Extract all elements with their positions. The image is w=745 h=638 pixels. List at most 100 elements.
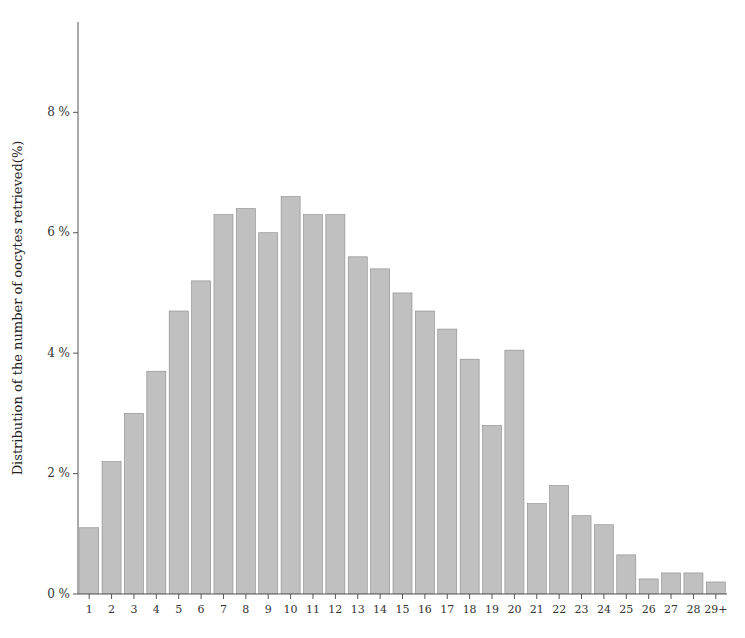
bar [169, 311, 188, 594]
x-tick [424, 594, 425, 599]
y-tick-label: 4 % [47, 346, 70, 360]
x-tick [648, 594, 649, 599]
bar [505, 350, 524, 594]
x-tick-label: 17 [440, 603, 454, 616]
y-tick [73, 473, 78, 474]
x-tick [671, 594, 672, 599]
bar [617, 555, 636, 594]
x-tick [268, 594, 269, 599]
bar [348, 257, 367, 594]
bar [527, 504, 546, 594]
x-tick [626, 594, 627, 599]
bar [415, 311, 434, 594]
x-tick [89, 594, 90, 599]
y-tick [73, 112, 78, 113]
bar [192, 281, 211, 594]
y-tick [73, 232, 78, 233]
y-tick [73, 594, 78, 595]
bar [281, 197, 300, 594]
x-tick [133, 594, 134, 599]
bar [706, 582, 725, 594]
x-tick [402, 594, 403, 599]
x-tick [111, 594, 112, 599]
x-axis: 1234567891011121314151617181920212223242… [78, 594, 727, 616]
x-tick [492, 594, 493, 599]
chart-container: 0 % 2 % 4 % 6 % 8 % Distribution of the numbe… [0, 0, 745, 638]
x-tick [312, 594, 313, 599]
y-axis-label: Distribution of the number of oocytes re… [10, 141, 25, 476]
y-tick-label: 0 % [47, 587, 70, 601]
x-tick [559, 594, 560, 599]
bar [259, 233, 278, 594]
x-tick-label: 5 [175, 603, 182, 616]
chart-svg: 0 % 2 % 4 % 6 % 8 % Distribution of the numbe… [0, 0, 745, 638]
x-tick [335, 594, 336, 599]
bar [662, 573, 681, 594]
x-tick [447, 594, 448, 599]
y-tick-label: 8 % [47, 105, 70, 119]
y-tick [73, 353, 78, 354]
x-tick [380, 594, 381, 599]
x-tick-label: 1 [86, 603, 93, 616]
bar [371, 269, 390, 594]
bar [550, 486, 569, 594]
x-tick-label: 26 [642, 603, 656, 616]
x-tick-label: 8 [242, 603, 249, 616]
x-tick [223, 594, 224, 599]
bar [460, 359, 479, 594]
x-tick [581, 594, 582, 599]
bar [438, 329, 457, 594]
x-tick-label: 24 [597, 603, 611, 616]
x-tick-label: 19 [485, 603, 499, 616]
x-tick [245, 594, 246, 599]
bar [303, 215, 322, 594]
bar [124, 413, 143, 594]
y-axis-line [78, 22, 79, 594]
x-tick-label: 20 [507, 603, 521, 616]
x-tick-label: 4 [153, 603, 160, 616]
x-tick-label: 11 [306, 603, 320, 616]
x-tick-label: 23 [575, 603, 589, 616]
x-tick-label: 3 [130, 603, 137, 616]
bar [572, 516, 591, 594]
x-tick [156, 594, 157, 599]
y-tick-label: 6 % [47, 225, 70, 239]
x-tick [603, 594, 604, 599]
x-tick-label: 28 [686, 603, 700, 616]
bar [393, 293, 412, 594]
x-tick-label: 16 [418, 603, 432, 616]
y-tick-label: 2 % [47, 466, 70, 480]
x-tick [514, 594, 515, 599]
x-tick-label: 14 [373, 603, 387, 616]
x-tick-label: 6 [198, 603, 205, 616]
x-tick-label: 15 [396, 603, 410, 616]
x-tick-label: 7 [220, 603, 227, 616]
page: {"chart_data": {"type": "bar", "ylabel":… [0, 0, 745, 638]
bar [236, 209, 255, 594]
bar [326, 215, 345, 594]
x-tick [536, 594, 537, 599]
x-tick-label: 25 [619, 603, 633, 616]
bar [214, 215, 233, 594]
x-tick-label: 22 [552, 603, 566, 616]
y-axis: 0 % 2 % 4 % 6 % 8 % [47, 22, 78, 601]
x-tick-label: 18 [463, 603, 477, 616]
x-tick-label: 2 [108, 603, 115, 616]
bar [639, 579, 658, 594]
bar [483, 425, 502, 594]
x-tick [290, 594, 291, 599]
x-tick-label: 12 [328, 603, 342, 616]
x-tick [178, 594, 179, 599]
x-tick-label: 21 [530, 603, 544, 616]
x-tick [357, 594, 358, 599]
bar [594, 525, 613, 594]
bar [684, 573, 703, 594]
x-tick-label: 13 [351, 603, 365, 616]
x-tick [693, 594, 694, 599]
bar [80, 528, 99, 594]
bar [102, 462, 121, 594]
x-tick [201, 594, 202, 599]
x-tick-label: 9 [265, 603, 272, 616]
bars [80, 197, 726, 594]
x-tick [715, 594, 716, 599]
